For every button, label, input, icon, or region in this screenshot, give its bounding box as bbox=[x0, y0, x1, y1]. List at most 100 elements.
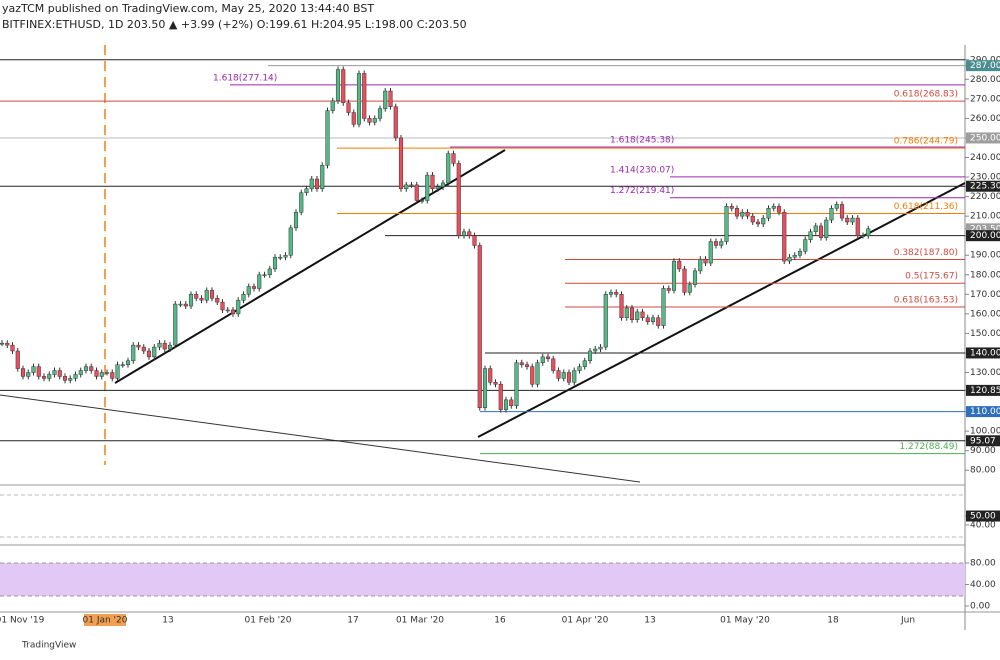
osc-tick-label: 0.00 bbox=[970, 602, 990, 612]
candle-body bbox=[671, 260, 677, 291]
candle-body bbox=[582, 360, 587, 367]
x-tick-label: 13 bbox=[644, 616, 655, 626]
candle-body bbox=[656, 317, 661, 326]
osc-tick-label: 40.00 bbox=[970, 521, 996, 531]
level-label: 0.618(163.53) bbox=[894, 295, 958, 305]
candle-body bbox=[713, 241, 719, 246]
x-tick-label: 16 bbox=[494, 616, 506, 626]
y-tick-label: 203.50 bbox=[970, 224, 1000, 234]
candle-body bbox=[346, 102, 351, 113]
candle-body bbox=[771, 206, 776, 209]
brand: TradingView bbox=[21, 641, 76, 651]
candle-body bbox=[493, 382, 498, 385]
candle-body bbox=[320, 165, 325, 190]
y-tick-label: 150.00 bbox=[970, 329, 1000, 339]
osc-tick-box bbox=[966, 510, 1000, 522]
candle-body bbox=[362, 73, 367, 119]
candle-body bbox=[430, 174, 435, 190]
candle-body bbox=[446, 153, 451, 184]
level-label: 0.618(268.83) bbox=[894, 90, 958, 100]
candle-body bbox=[167, 344, 173, 350]
candle-body bbox=[220, 301, 225, 311]
candle-body bbox=[545, 356, 551, 360]
candle-body bbox=[314, 178, 320, 190]
candle-body bbox=[304, 188, 309, 193]
candle-body bbox=[818, 225, 824, 238]
candle-body bbox=[834, 204, 839, 209]
trendline bbox=[477, 182, 966, 438]
candle-body bbox=[272, 256, 278, 270]
y-tick-label: 160.00 bbox=[970, 309, 1000, 319]
candle-body bbox=[708, 241, 713, 264]
candle-body bbox=[178, 303, 183, 306]
y-tick-label: 225.30 bbox=[970, 182, 1000, 192]
candle-body bbox=[561, 372, 566, 379]
candle-body bbox=[703, 258, 708, 264]
candle-body bbox=[372, 118, 377, 123]
candle-body bbox=[141, 346, 146, 352]
candle-body bbox=[524, 364, 530, 367]
y-tick-label: 90.00 bbox=[970, 446, 996, 456]
candle-body bbox=[146, 350, 152, 358]
candle-body bbox=[267, 268, 272, 276]
candle-body bbox=[598, 346, 603, 350]
candle-body bbox=[299, 192, 304, 213]
candle-body bbox=[377, 108, 383, 119]
candle-body bbox=[309, 178, 314, 190]
candle-body bbox=[62, 376, 68, 381]
candle-body bbox=[593, 348, 598, 352]
candle-body bbox=[866, 228, 871, 236]
candle-body bbox=[20, 368, 26, 377]
candle-body bbox=[404, 184, 409, 190]
candle-body bbox=[188, 294, 194, 307]
x-tick-label: 17 bbox=[347, 616, 358, 626]
candle-body bbox=[845, 217, 850, 223]
trendline bbox=[114, 149, 506, 384]
candle-body bbox=[750, 215, 755, 223]
candle-body bbox=[792, 254, 797, 258]
candle-body bbox=[419, 200, 425, 202]
candle-body bbox=[83, 366, 89, 371]
y-tick-label: 130.00 bbox=[970, 368, 1000, 378]
candle-body bbox=[761, 217, 766, 225]
candle-body bbox=[367, 118, 372, 123]
candle-body bbox=[461, 231, 467, 236]
author-line: yazTCM published on TradingView.com, May… bbox=[2, 2, 374, 15]
candle-body bbox=[740, 211, 745, 217]
candle-body bbox=[99, 372, 104, 377]
y-tick-label: 180.00 bbox=[970, 270, 1000, 280]
candle-body bbox=[682, 268, 687, 293]
level-label: 0.5(175.67) bbox=[905, 272, 958, 282]
y-tick-label: 140.00 bbox=[970, 348, 1000, 358]
candle-body bbox=[425, 174, 430, 201]
y-tick-label: 250.00 bbox=[970, 133, 1000, 143]
y-tick-box bbox=[966, 384, 1000, 396]
y-tick-box bbox=[966, 223, 1000, 235]
y-tick-label: 230.00 bbox=[970, 173, 1000, 183]
candle-body bbox=[225, 309, 230, 312]
candle-body bbox=[199, 297, 204, 301]
level-label: 1.618(277.14) bbox=[213, 73, 277, 83]
y-tick-label: 170.00 bbox=[970, 290, 1000, 300]
y-tick-label: 210.00 bbox=[970, 212, 1000, 222]
candle-body bbox=[587, 350, 593, 362]
y-tick-box bbox=[966, 180, 1000, 192]
y-tick-label: 80.00 bbox=[970, 466, 996, 476]
candle-body bbox=[666, 288, 671, 291]
candle-body bbox=[734, 208, 740, 217]
candle-body bbox=[236, 299, 241, 315]
candle-body bbox=[498, 383, 503, 410]
candle-body bbox=[162, 342, 167, 350]
candle-body bbox=[251, 286, 257, 289]
x-tick-label: 01 Jan '20 bbox=[83, 616, 128, 626]
candle-body bbox=[335, 69, 341, 102]
candle-body bbox=[530, 366, 535, 385]
candle-body bbox=[535, 362, 540, 385]
candle-body bbox=[409, 184, 414, 187]
y-tick-box bbox=[966, 132, 1000, 144]
y-tick-label: 240.00 bbox=[970, 153, 1000, 163]
x-tick-label: 01 Feb '20 bbox=[244, 616, 291, 626]
candle-body bbox=[719, 241, 724, 246]
level-label: 1.272(88.49) bbox=[899, 442, 958, 452]
